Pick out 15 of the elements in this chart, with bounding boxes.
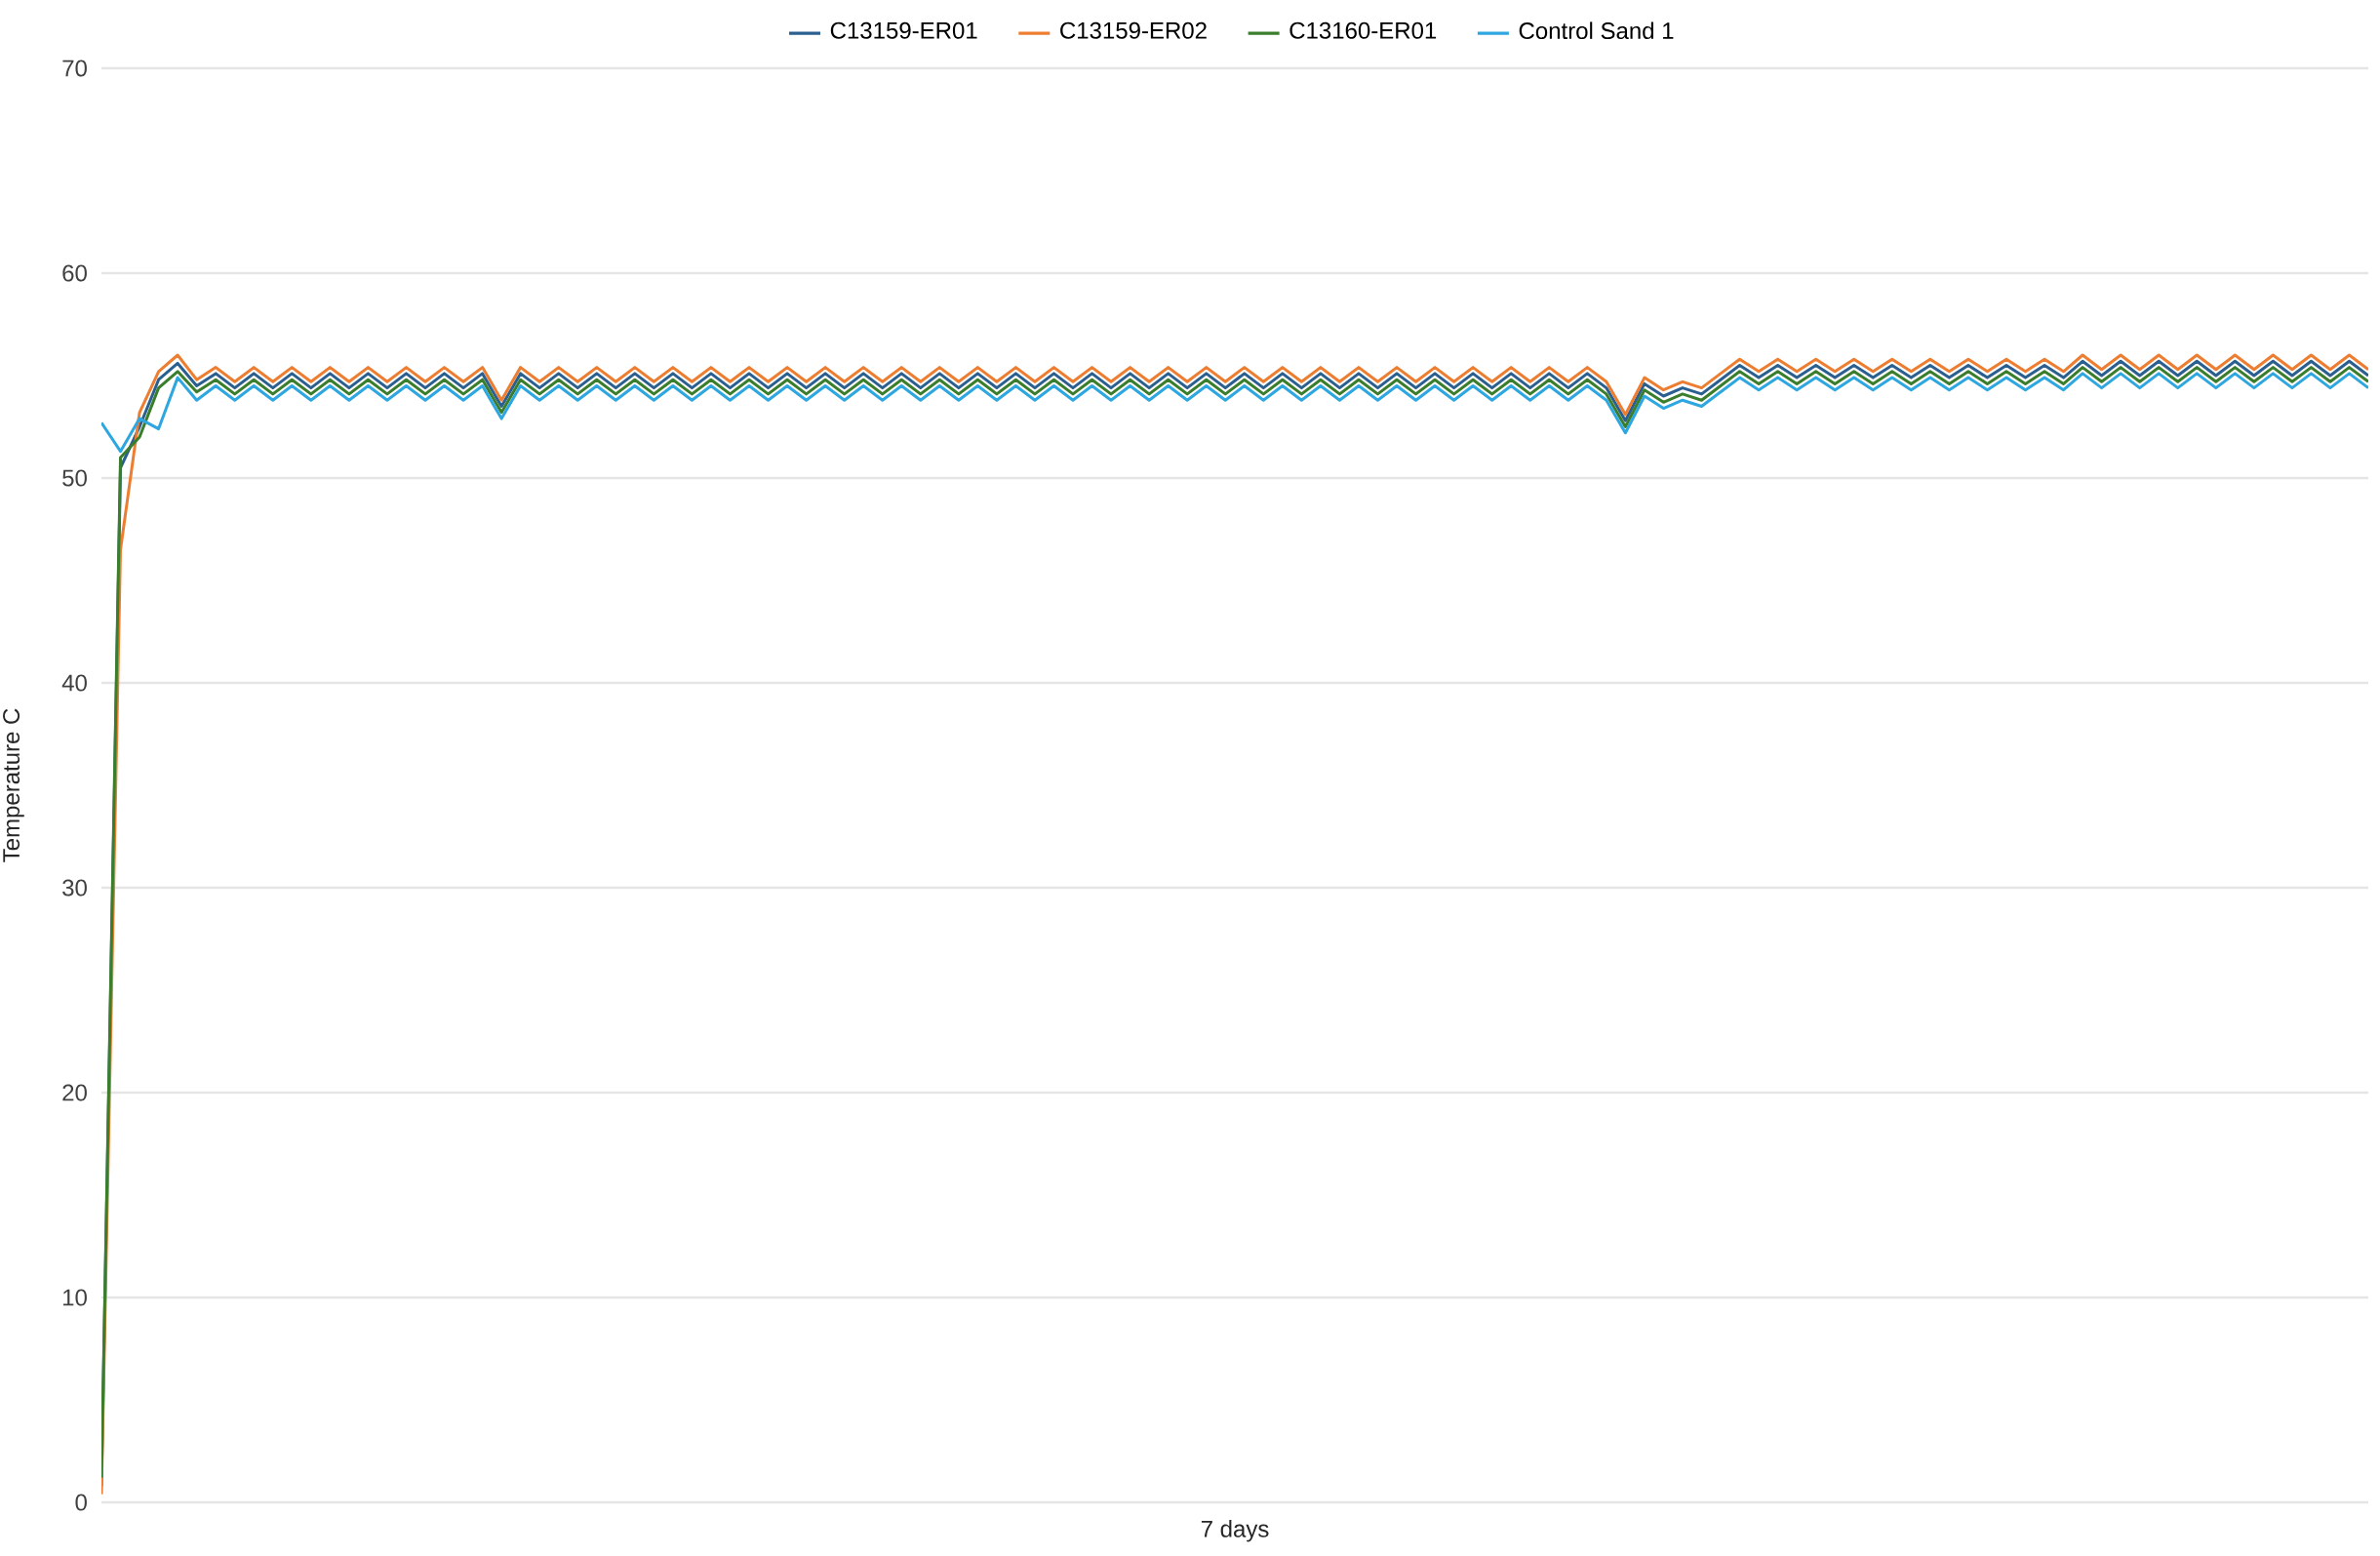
legend-label: C13159-ER02 xyxy=(1060,21,1207,39)
y-tick-label: 50 xyxy=(62,469,87,487)
y-axis-title: Temperature C xyxy=(3,708,24,862)
y-tick-label: 60 xyxy=(62,264,87,282)
y-tick-label: 40 xyxy=(61,674,87,692)
line-series xyxy=(101,372,2369,454)
y-tick-label: 20 xyxy=(62,1084,87,1101)
y-tick-label: 0 xyxy=(75,1494,87,1511)
legend-label: C13160-ER01 xyxy=(1289,21,1437,39)
legend-label: Control Sand 1 xyxy=(1519,21,1674,40)
y-tick-label: 70 xyxy=(62,60,87,77)
y-tick-label: 10 xyxy=(62,1289,87,1306)
legend-label: C13159-ER01 xyxy=(830,21,977,39)
x-axis-title: 7 days xyxy=(1201,1520,1269,1542)
y-tick-label: 30 xyxy=(62,879,87,897)
